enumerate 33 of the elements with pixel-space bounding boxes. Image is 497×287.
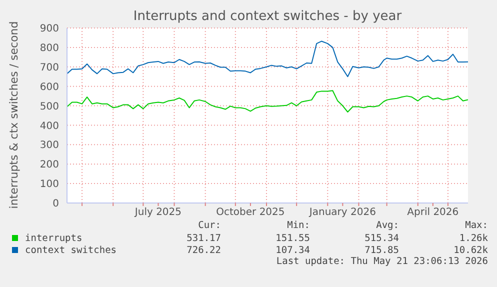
text: 726.22 [186,244,221,256]
x-tick-label: April 2026 [407,207,459,218]
text: Last update: Thu May 21 23:06:13 2026 [275,256,488,268]
legend-label: context switches [24,244,118,256]
y-tick-label: 500 [40,101,59,112]
y-tick-label: 800 [40,42,59,54]
y-tick-label: 200 [40,160,59,171]
text: 1.26k [458,232,488,244]
text: 715.85 [364,244,399,256]
x-tick-label: October 2025 [216,207,285,218]
text: 151.55 [274,232,310,244]
line-series [67,90,468,112]
y-tick-label: 0 [52,198,59,210]
text: 10.62k [452,244,488,256]
text: Avg: [375,220,399,232]
y-tick-label: 100 [40,179,59,190]
y-tick-label: 600 [40,82,59,93]
text: Min: [286,220,310,232]
text: Max: [464,220,488,232]
y-tick-label: 900 [40,24,59,35]
text: 515.34 [364,232,399,244]
text: Cur: [197,220,221,232]
y-tick-label: 400 [40,120,59,132]
text: 531.17 [186,232,221,244]
x-tick-label: January 2026 [308,207,376,218]
line-series [67,40,468,78]
y-tick-label: 700 [40,62,59,74]
chart-title: Interrupts and context switches - by year [132,9,403,24]
x-tick-label: July 2025 [134,207,182,218]
legend-label: interrupts [24,232,84,244]
y-tick-label: 300 [40,140,59,152]
text: 107.34 [274,244,310,256]
y-axis-title: interrupts & ctx switches / second [8,21,20,209]
